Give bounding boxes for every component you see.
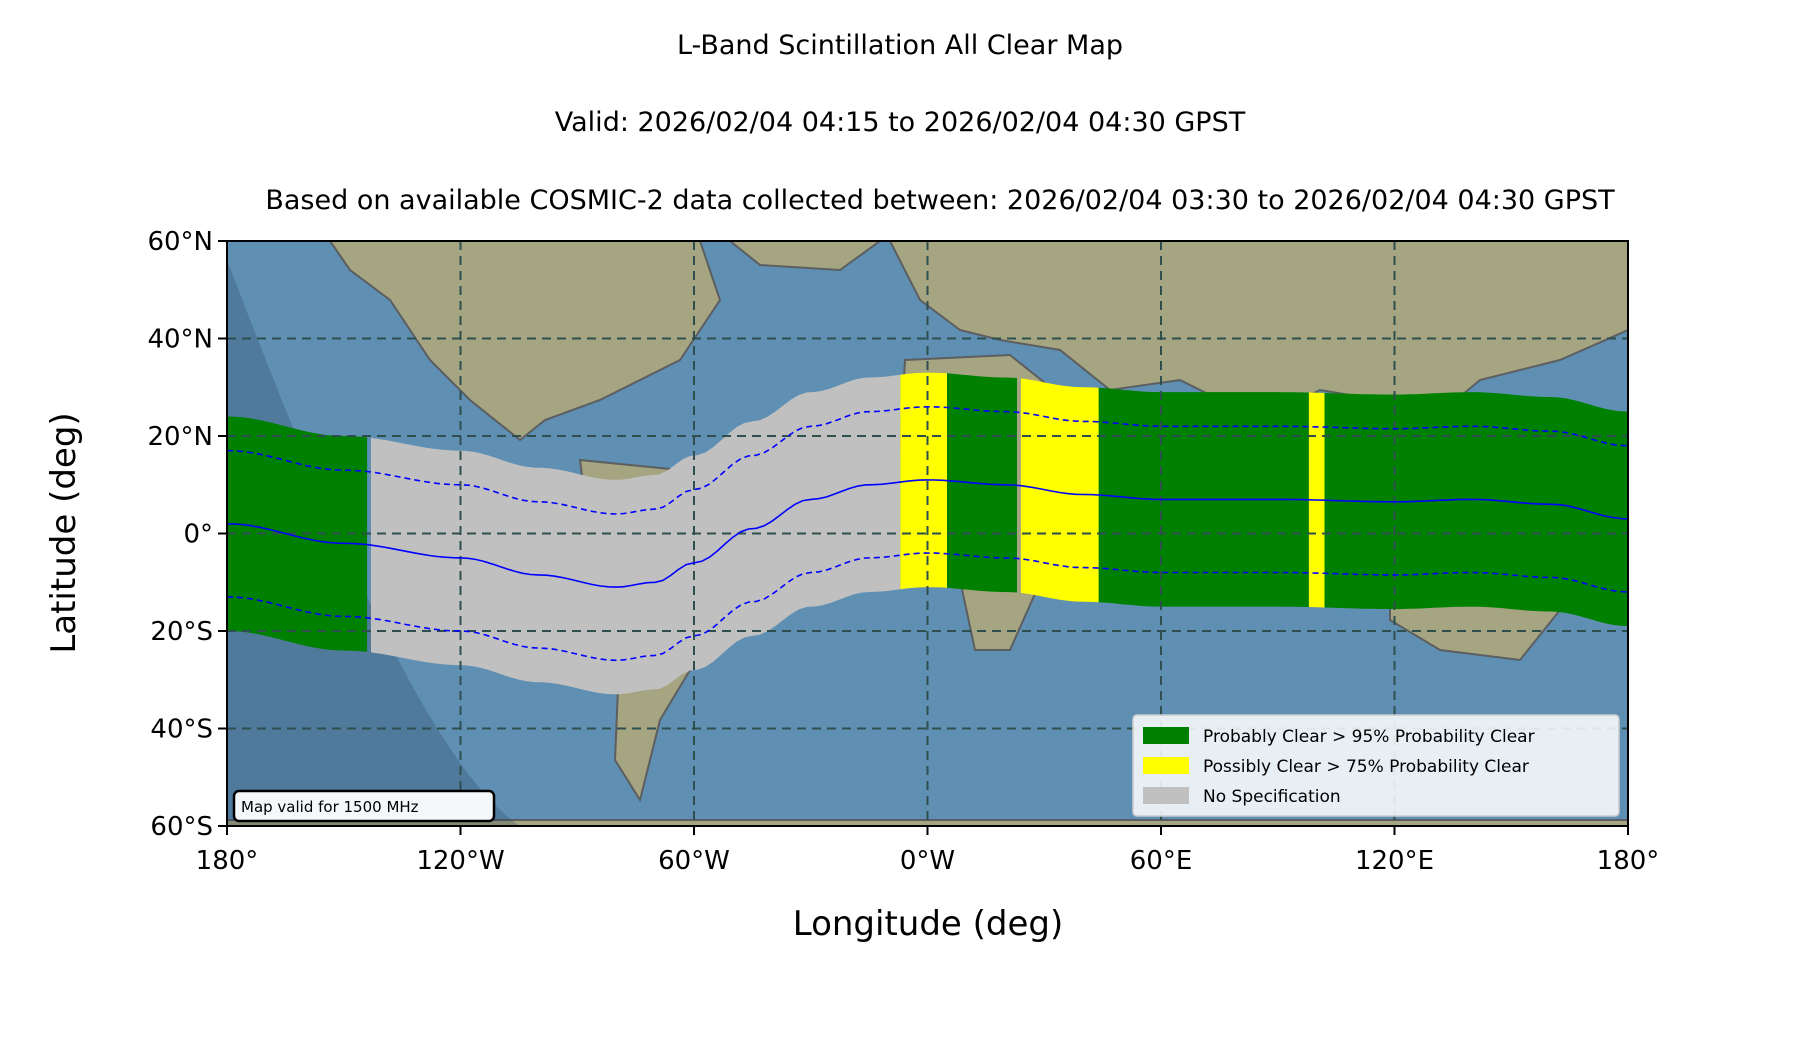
y-tick-label: 0° [183,520,213,550]
y-tick-label: 40°N [147,325,213,355]
grid-lines [227,241,1628,826]
legend-swatch-no-specification [1143,787,1189,804]
y-axis-label: Latitude (deg) [44,412,84,653]
frequency-note-box [232,789,496,823]
legend-label-no-specification: No Specification [1203,787,1341,807]
y-tick-label: 60°N [147,227,213,257]
y-axis-ticks: 60°N 40°N 20°N 0° 20°S 40°S 60°S [147,227,227,842]
legend: Probably Clear > 95% Probability Clear P… [1132,714,1620,817]
north-america-land [328,241,722,442]
x-tick-label: 180° [196,846,259,876]
dip-equator-line [227,479,1628,588]
valid-period: Valid: 2026/02/04 04:15 to 2026/02/04 04… [554,107,1246,138]
y-tick-label: 40°S [150,715,213,745]
y-tick-label: 20°S [150,617,213,647]
legend-box [1132,714,1620,817]
y-tick-label: 60°S [150,812,213,842]
x-tick-label: 120°W [416,846,504,876]
dip-equator-upper-bound [227,405,1628,515]
legend-label-possibly-clear: Possibly Clear > 75% Probability Clear [1203,757,1529,777]
band-segment-probably-clear [227,416,368,652]
x-tick-label: 180° [1597,846,1660,876]
band-segment-no-specification [371,374,901,695]
x-tick-label: 60°W [658,846,730,876]
band-segment-probably-clear [1324,392,1628,627]
y-tick-label: 20°N [147,422,213,452]
x-tick-label: 120°E [1355,846,1434,876]
x-tick-label: 0°W [900,846,955,876]
frequency-note: Map valid for 1500 MHz [232,789,496,823]
frequency-note-text: Map valid for 1500 MHz [241,798,419,816]
x-axis-label: Longitude (deg) [793,904,1064,944]
data-source-period: Based on available COSMIC-2 data collect… [265,185,1615,216]
legend-swatch-probably-clear [1143,727,1189,744]
legend-label-probably-clear: Probably Clear > 95% Probability Clear [1203,727,1535,747]
antarctica-edge [227,819,1628,826]
legend-swatch-possibly-clear [1143,757,1189,774]
night-shading-west [227,241,520,826]
clearance-bands [227,372,1628,695]
x-tick-label: 60°E [1130,846,1193,876]
band-segment-possibly-clear [900,372,947,590]
chart-title: L-Band Scintillation All Clear Map [676,30,1123,61]
band-segment-possibly-clear [1020,378,1099,603]
band-segment-probably-clear [1098,387,1309,607]
dip-equator-lower-bound [227,552,1628,662]
greenland-land [728,241,882,272]
x-axis-ticks: 180° 120°W 60°W 0°W 60°E 120°E 180° [196,826,1660,876]
